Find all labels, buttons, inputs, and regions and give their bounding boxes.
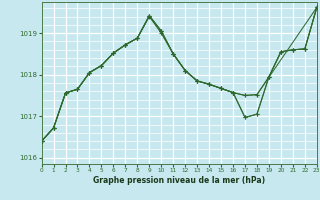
X-axis label: Graphe pression niveau de la mer (hPa): Graphe pression niveau de la mer (hPa)	[93, 176, 265, 185]
